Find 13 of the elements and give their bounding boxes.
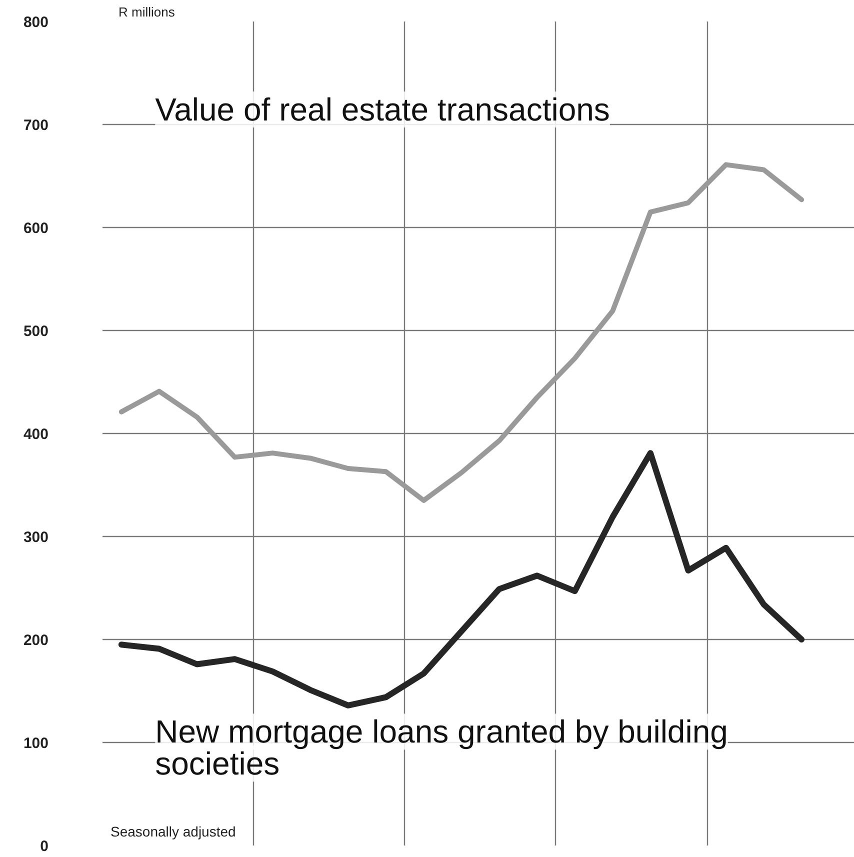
- series-label: New mortgage loans granted by building societies: [155, 714, 728, 782]
- y-tick-label: 400: [23, 426, 49, 443]
- y-tick-label: 300: [23, 529, 49, 546]
- y-tick-label: 600: [23, 220, 49, 237]
- y-tick-label: 0: [40, 838, 48, 855]
- annotation: Seasonally adjusted: [110, 824, 236, 840]
- y-axis-title: R millions: [118, 4, 176, 20]
- y-tick-label: 700: [23, 117, 49, 134]
- text: Value of real estate transactions: [155, 92, 610, 128]
- y-tick-label: 100: [23, 735, 49, 752]
- y-tick-label: 500: [23, 323, 49, 340]
- y-tick-label: 800: [23, 14, 49, 31]
- y-tick-label: 200: [23, 632, 49, 649]
